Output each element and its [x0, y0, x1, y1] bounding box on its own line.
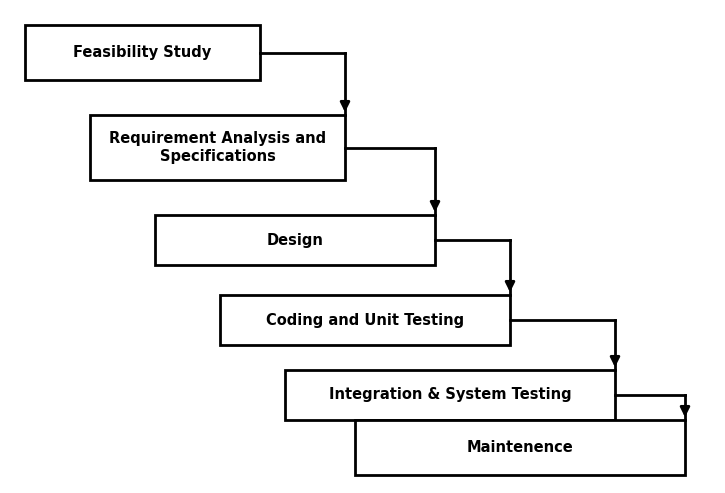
Bar	[25, 25, 260, 80]
Bar	[220, 295, 510, 345]
Text: Coding and Unit Testing: Coding and Unit Testing	[266, 313, 464, 327]
Bar	[285, 370, 615, 420]
Bar	[155, 215, 435, 265]
Text: Requirement Analysis and
Specifications: Requirement Analysis and Specifications	[109, 131, 326, 164]
Text: Feasibility Study: Feasibility Study	[73, 45, 212, 60]
Text: Design: Design	[267, 233, 323, 247]
Text: Integration & System Testing: Integration & System Testing	[328, 387, 571, 402]
Bar	[90, 115, 345, 180]
Text: Maintenence: Maintenence	[467, 440, 573, 455]
Bar	[355, 420, 685, 475]
